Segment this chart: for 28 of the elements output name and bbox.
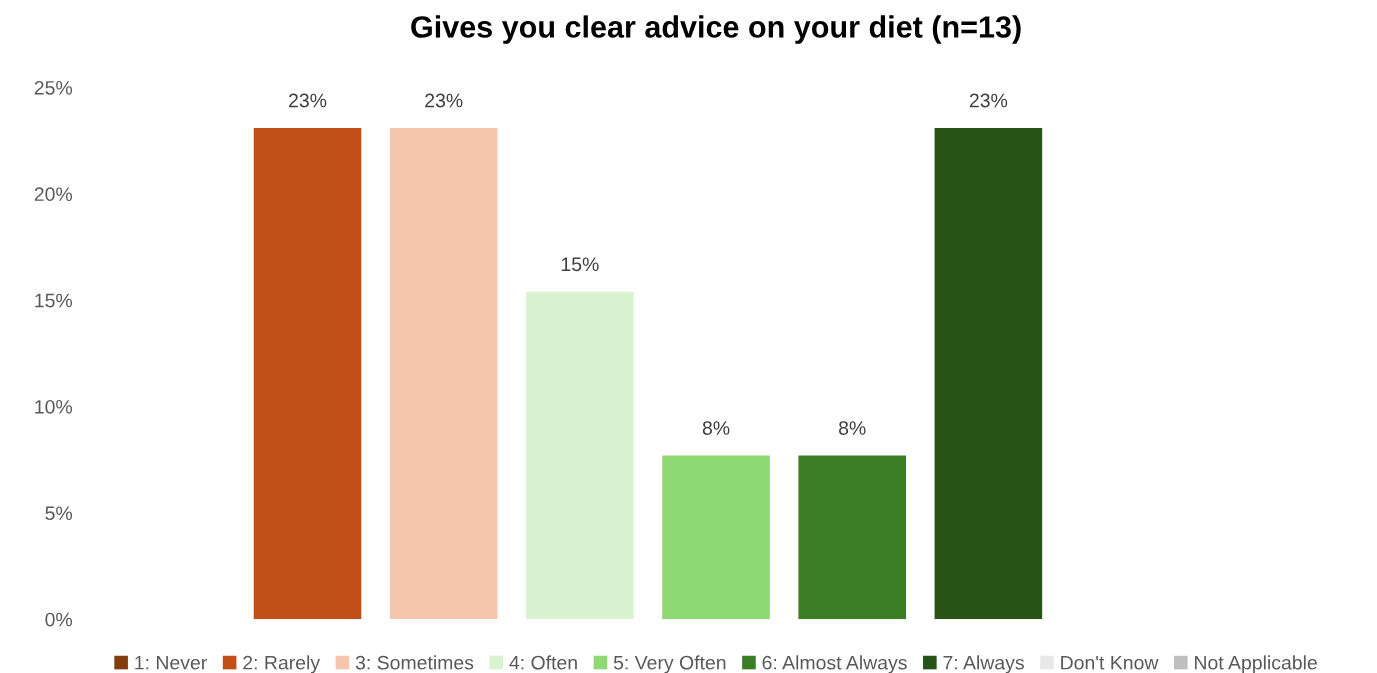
- x-tick-label: 7: Always: [943, 655, 1024, 673]
- bar: [253, 127, 362, 620]
- y-tick-label: 0%: [45, 612, 73, 627]
- data-label: 23%: [289, 93, 327, 108]
- x-tick-label: 6: Almost Always: [762, 655, 907, 673]
- bar: [798, 455, 906, 620]
- x-tick-label: 4: Often: [509, 655, 577, 670]
- y-tick-label: 5%: [45, 506, 73, 521]
- x-tick-label: Not Applicable: [1195, 655, 1317, 673]
- x-tick-label: 5: Very Often: [613, 655, 726, 673]
- x-tick-label: 1: Never: [135, 655, 207, 670]
- data-label: 23%: [425, 93, 463, 108]
- y-tick-label: 20%: [34, 187, 73, 202]
- bar: [934, 127, 1043, 620]
- bar: [389, 127, 498, 620]
- data-label: 8%: [839, 421, 866, 435]
- x-tick-label: 3: Sometimes: [355, 655, 474, 670]
- chart-title: Gives you clear advice on your diet (n=13): [411, 15, 1021, 44]
- y-tick-label: 10%: [35, 399, 73, 414]
- bar: [526, 291, 634, 620]
- data-label: 8%: [702, 421, 730, 435]
- bar: [662, 455, 770, 620]
- y-tick-label: 25%: [34, 80, 73, 95]
- x-tick-label: Don't Know: [1061, 655, 1159, 670]
- x-tick-label: 2: Rarely: [243, 655, 321, 673]
- data-label: 15%: [561, 257, 599, 272]
- data-label: 23%: [969, 93, 1008, 108]
- y-tick-label: 15%: [35, 293, 73, 308]
